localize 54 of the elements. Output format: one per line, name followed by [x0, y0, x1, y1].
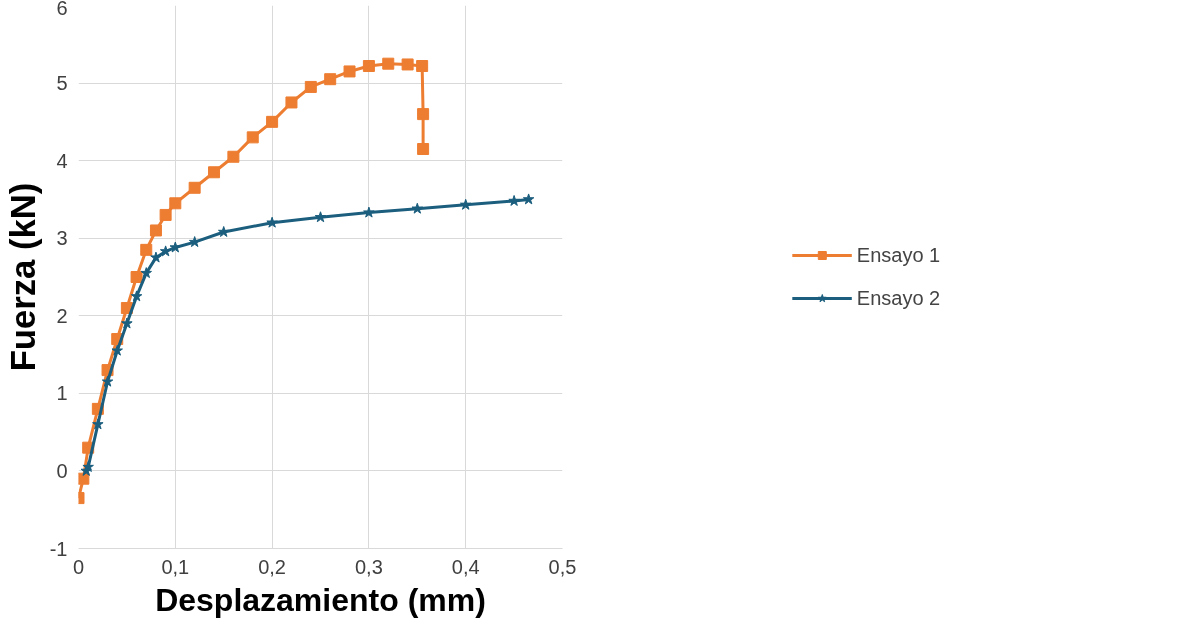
y-tick-label: -1 — [49, 537, 68, 560]
point — [130, 290, 143, 302]
point — [227, 150, 240, 163]
y-tick-label: 4 — [56, 149, 68, 172]
point — [130, 271, 143, 283]
point — [82, 461, 94, 472]
point — [92, 418, 104, 430]
legend-label: Ensayo 1 — [856, 243, 941, 267]
point — [411, 202, 424, 214]
point — [246, 131, 259, 144]
point — [266, 115, 279, 128]
point — [266, 216, 278, 228]
y-tick-label: 1 — [56, 382, 68, 405]
point — [324, 73, 337, 86]
point — [140, 243, 153, 256]
y-tick-label: 0 — [56, 459, 68, 482]
point — [140, 267, 152, 279]
point — [169, 197, 182, 210]
point — [121, 317, 133, 329]
point — [522, 193, 535, 205]
x-axis-title: Desplazamiento (mm) — [155, 581, 486, 618]
x-tick-label: 0,2 — [258, 555, 287, 578]
x-tick-label: 0,1 — [161, 555, 190, 578]
legend-label: Ensayo 2 — [856, 286, 941, 310]
point — [150, 251, 162, 263]
point — [343, 65, 356, 78]
x-tick-label: 0,5 — [548, 555, 577, 578]
y-tick-label: 6 — [56, 0, 68, 19]
x-tick-label: 0,4 — [451, 555, 480, 578]
point — [208, 166, 221, 179]
x-tick-label: 0 — [72, 555, 85, 578]
point — [362, 60, 375, 73]
y-axis-title: Fuerza (kN) — [3, 182, 42, 372]
point — [188, 181, 201, 194]
point — [459, 198, 472, 210]
y-tick-label: 2 — [56, 304, 68, 327]
point — [217, 226, 230, 237]
y-tick-label: 5 — [56, 72, 68, 95]
point — [314, 211, 327, 223]
x-tick-label: 0,3 — [355, 555, 383, 578]
point — [382, 57, 395, 70]
point — [363, 206, 375, 218]
point — [417, 143, 430, 156]
point — [101, 375, 114, 387]
point — [417, 108, 430, 121]
point — [111, 344, 123, 356]
point — [401, 58, 414, 71]
point — [159, 208, 172, 221]
point — [416, 60, 429, 73]
y-tick-label: 3 — [56, 227, 68, 250]
point — [149, 224, 162, 237]
point — [508, 194, 520, 206]
point — [285, 96, 298, 109]
point — [304, 80, 317, 93]
